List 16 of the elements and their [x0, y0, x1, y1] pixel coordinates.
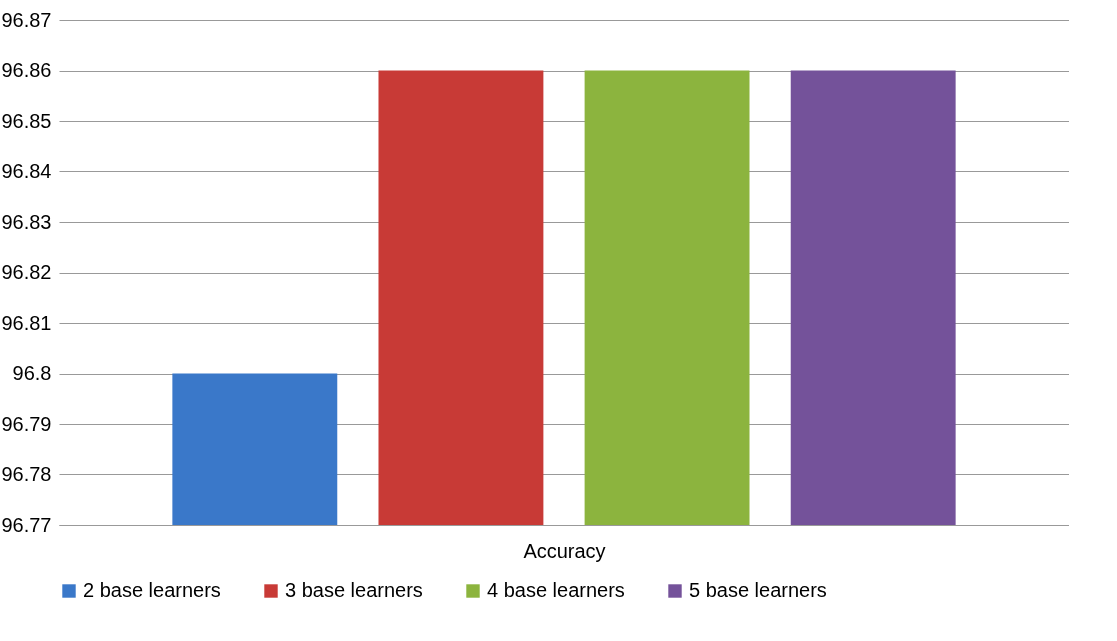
y-tick-label: 96.87: [1, 8, 52, 31]
y-tick-label: 96.8: [12, 362, 52, 384]
legend-label: 2 base learners: [83, 579, 221, 601]
y-tick-label: 96.81: [1, 311, 52, 334]
legend-label: 4 base learners: [487, 579, 625, 601]
y-tick-label: 96.79: [1, 412, 52, 435]
y-tick-label: 96.82: [1, 261, 52, 283]
legend-label: 3 base learners: [285, 579, 423, 601]
y-tick-label: 96.77: [1, 513, 52, 536]
y-tick-label: 96.86: [1, 59, 52, 81]
x-axis-title: Accuracy: [523, 539, 606, 562]
y-tick-label: 96.83: [1, 210, 52, 233]
y-tick-label: 96.78: [1, 463, 52, 485]
y-tick-label: 96.84: [1, 160, 52, 182]
legend-label: 5 base learners: [689, 579, 827, 601]
y-tick-label: 96.85: [1, 109, 52, 132]
